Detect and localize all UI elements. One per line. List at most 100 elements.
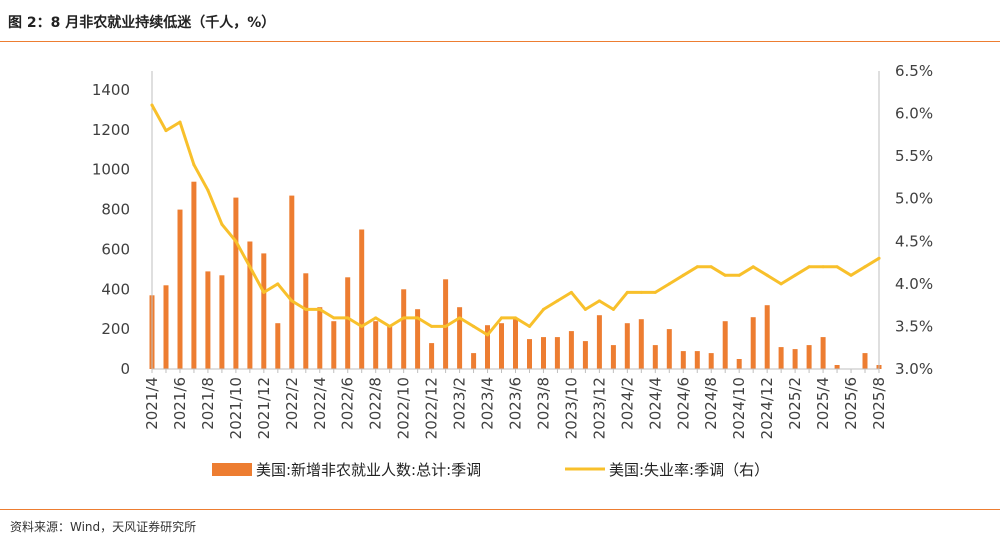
line-point-2022/10 bbox=[402, 316, 406, 320]
bar-2025/4 bbox=[820, 337, 826, 369]
line-point-2022/1 bbox=[276, 282, 280, 286]
line-point-2022/4 bbox=[318, 307, 322, 311]
line-series-layer bbox=[150, 103, 881, 337]
bar-2023/8 bbox=[541, 337, 546, 369]
source-note: 资料来源：Wind，天风证券研究所 bbox=[10, 520, 197, 534]
bar-2021/10 bbox=[233, 197, 239, 369]
line-point-2022/8 bbox=[374, 316, 378, 320]
bar-2022/7 bbox=[359, 229, 365, 369]
line-point-2021/9 bbox=[220, 222, 224, 226]
line-point-2021/8 bbox=[206, 188, 210, 192]
x-tick-label: 2025/6 bbox=[842, 377, 860, 430]
x-tick-label: 2022/10 bbox=[395, 377, 413, 439]
line-point-2024/5 bbox=[667, 282, 671, 286]
bar-2021/8 bbox=[205, 271, 211, 369]
line-point-2023/8 bbox=[542, 307, 545, 311]
bar-2021/9 bbox=[219, 275, 225, 369]
bar-2023/5 bbox=[499, 323, 504, 369]
left-tick-label: 600 bbox=[101, 240, 130, 258]
bar-2021/6 bbox=[177, 209, 183, 369]
left-tick-label: 400 bbox=[101, 280, 130, 298]
right-tick-label: 3.0% bbox=[895, 360, 933, 378]
x-tick-label: 2025/8 bbox=[870, 377, 888, 430]
x-tick-label: 2022/12 bbox=[423, 377, 441, 439]
bar-2023/9 bbox=[554, 337, 560, 369]
bar-2024/7 bbox=[694, 351, 700, 369]
line-point-2022/11 bbox=[416, 316, 420, 320]
bar-2024/5 bbox=[666, 329, 672, 369]
line-point-2025/5 bbox=[835, 265, 839, 269]
bar-2024/10 bbox=[736, 359, 742, 369]
line-point-2023/12 bbox=[597, 299, 601, 303]
line-point-2023/4 bbox=[486, 333, 489, 337]
bar-2022/8 bbox=[373, 321, 379, 369]
x-tick-label: 2021/6 bbox=[171, 377, 189, 430]
legend-line-label: 美国:失业率:季调（右） bbox=[609, 461, 769, 479]
left-tick-label: 800 bbox=[101, 201, 130, 219]
x-tick-label: 2021/12 bbox=[255, 377, 273, 439]
bar-2025/3 bbox=[806, 345, 812, 369]
line-point-2022/2 bbox=[290, 299, 294, 303]
left-tick-label: 1400 bbox=[92, 81, 130, 99]
footer-divider bbox=[0, 509, 1000, 510]
x-tick-label: 2023/10 bbox=[562, 377, 580, 439]
x-tick-label: 2022/2 bbox=[283, 377, 301, 430]
chart-title: 图 2：8 月非农就业持续低迷（千人，%） bbox=[8, 15, 276, 31]
unemployment-rate-line bbox=[150, 103, 881, 337]
line-point-2022/12 bbox=[430, 324, 434, 328]
bar-2022/12 bbox=[429, 343, 435, 369]
line-point-2025/7 bbox=[863, 265, 867, 269]
bar-2023/1 bbox=[443, 279, 449, 369]
right-tick-label: 5.5% bbox=[895, 147, 933, 165]
line-point-2025/4 bbox=[821, 265, 825, 269]
bar-2022/9 bbox=[387, 325, 393, 369]
bar-2021/5 bbox=[163, 285, 169, 369]
legend-bar-swatch bbox=[212, 463, 252, 476]
line-point-2024/12 bbox=[765, 273, 769, 277]
x-tick-label: 2023/4 bbox=[479, 377, 497, 430]
line-point-2021/12 bbox=[262, 290, 266, 294]
bar-2022/1 bbox=[275, 323, 281, 369]
x-tick-label: 2023/8 bbox=[535, 377, 553, 430]
line-point-2022/5 bbox=[332, 316, 336, 320]
x-tick-label: 2024/8 bbox=[702, 377, 720, 430]
bar-2023/7 bbox=[527, 339, 532, 369]
bar-2023/2 bbox=[457, 307, 463, 369]
right-tick-label: 6.0% bbox=[895, 105, 933, 123]
left-tick-label: 1000 bbox=[92, 161, 130, 179]
line-point-2024/2 bbox=[625, 290, 629, 294]
bar-2022/4 bbox=[317, 307, 323, 369]
bar-2023/10 bbox=[568, 331, 574, 369]
x-tick-label: 2024/2 bbox=[618, 377, 636, 430]
bar-2024/1 bbox=[610, 345, 616, 369]
right-tick-label: 4.5% bbox=[895, 232, 933, 250]
line-point-2024/7 bbox=[695, 265, 699, 269]
line-point-2023/2 bbox=[458, 316, 462, 320]
x-tick-label: 2022/6 bbox=[339, 377, 357, 430]
line-point-2023/1 bbox=[444, 324, 448, 328]
x-tick-label: 2023/6 bbox=[507, 377, 525, 430]
title-divider bbox=[0, 41, 1000, 42]
line-point-2024/11 bbox=[751, 265, 755, 269]
line-point-2023/6 bbox=[514, 316, 517, 320]
bar-series-layer bbox=[149, 181, 882, 369]
bar-2025/5 bbox=[834, 365, 840, 369]
x-tick-label: 2022/4 bbox=[311, 377, 329, 430]
x-tick-label: 2025/4 bbox=[814, 377, 832, 430]
line-point-2025/8 bbox=[877, 256, 881, 260]
line-point-2024/8 bbox=[709, 265, 713, 269]
bar-2024/6 bbox=[680, 351, 686, 369]
bar-2024/4 bbox=[652, 345, 658, 369]
legend: 美国:新增非农就业人数:总计:季调 美国:失业率:季调（右） bbox=[212, 461, 769, 479]
line-point-2025/3 bbox=[807, 265, 811, 269]
bar-2023/12 bbox=[596, 315, 602, 369]
line-point-2023/7 bbox=[528, 324, 531, 328]
line-point-2022/3 bbox=[304, 307, 308, 311]
bar-2021/7 bbox=[191, 181, 197, 369]
left-tick-label: 200 bbox=[101, 320, 130, 338]
x-tick-label: 2021/4 bbox=[143, 377, 161, 430]
bar-2023/6 bbox=[513, 319, 518, 369]
x-tick-label: 2024/10 bbox=[730, 377, 748, 439]
line-point-2024/1 bbox=[611, 307, 615, 311]
left-tick-label: 0 bbox=[120, 360, 130, 378]
